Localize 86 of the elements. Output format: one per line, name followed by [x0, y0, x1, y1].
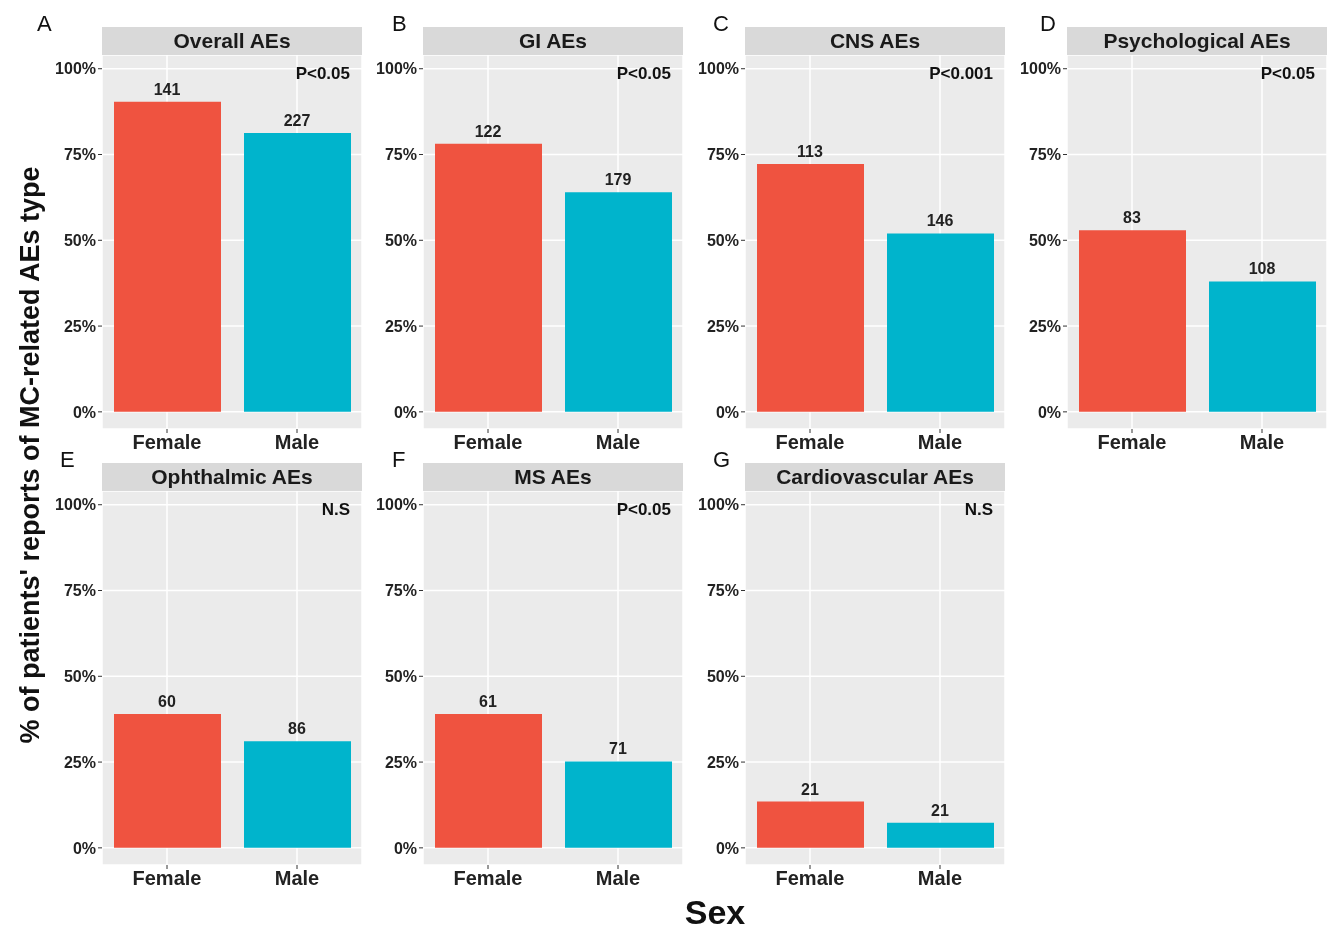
x-tick-label: Female	[775, 867, 845, 890]
y-tick-label: 75%	[63, 146, 96, 164]
annotation: 61	[479, 693, 497, 711]
y-tick-label: 0%	[715, 403, 739, 421]
text: A	[37, 11, 52, 37]
y-tick-label: 50%	[63, 667, 96, 685]
annotation: 60	[158, 693, 176, 711]
y-tick-label: 100%	[698, 496, 739, 514]
y-tick-label: 50%	[1028, 231, 1061, 249]
y-tick-label: 25%	[384, 317, 417, 335]
y-tick-label: 75%	[1028, 146, 1061, 164]
x-tick-label: Male	[1239, 431, 1285, 454]
x-tick-label: Female	[453, 867, 523, 890]
y-tick-label: 0%	[72, 403, 96, 421]
y-tick-label: 75%	[706, 582, 739, 600]
chart-title: GI AEs	[423, 27, 683, 55]
y-tick-label: 100%	[698, 60, 739, 78]
chart-title: Ophthalmic AEs	[102, 463, 362, 491]
x-tick-label: Male	[274, 431, 320, 454]
y-tick-label: 75%	[384, 582, 417, 600]
annotation: P<0.05	[1260, 64, 1315, 84]
y-tick-label: 50%	[384, 667, 417, 685]
y-tick-label: 75%	[63, 582, 96, 600]
annotation: 86	[288, 720, 306, 738]
x-tick-label: Female	[1097, 431, 1167, 454]
annotation: 113	[797, 143, 824, 161]
annotation: 21	[931, 801, 949, 819]
y-tick-label: 0%	[1037, 403, 1061, 421]
text: G	[713, 447, 731, 473]
y-tick-label: 50%	[63, 231, 96, 249]
x-tick-label: Female	[453, 431, 523, 454]
y-tick-label: 100%	[376, 60, 417, 78]
chart-title: CNS AEs	[745, 27, 1005, 55]
y-tick-label: 0%	[715, 839, 739, 857]
y-tick-label: 100%	[55, 60, 96, 78]
y-tick-label: 25%	[706, 753, 739, 771]
y-tick-label: 0%	[393, 839, 417, 857]
annotation: 71	[609, 740, 627, 758]
y-axis-title: % of patients' reports of MC-related AEs type	[14, 166, 46, 744]
x-tick-label: Male	[595, 867, 641, 890]
y-tick-label: 50%	[384, 231, 417, 249]
text: E	[60, 447, 75, 473]
annotation: 108	[1248, 260, 1276, 278]
annotation: 21	[801, 780, 819, 798]
y-tick-label: 0%	[393, 403, 417, 421]
y-tick-label: 75%	[384, 146, 417, 164]
y-tick-label: 25%	[1028, 317, 1061, 335]
y-tick-label: 75%	[706, 146, 739, 164]
y-tick-label: 100%	[1020, 60, 1061, 78]
annotation: P<0.05	[295, 64, 350, 84]
y-tick-label: 25%	[63, 317, 96, 335]
y-tick-label: 100%	[376, 496, 417, 514]
annotation: 179	[604, 171, 632, 189]
annotation: P<0.05	[616, 500, 671, 520]
y-tick-label: 0%	[72, 839, 96, 857]
x-tick-label: Male	[917, 431, 963, 454]
annotation: N.S	[321, 500, 350, 520]
annotation: P<0.001	[929, 64, 993, 84]
x-tick-label: Female	[775, 431, 845, 454]
y-tick-label: 25%	[706, 317, 739, 335]
x-tick-label: Male	[274, 867, 320, 890]
x-tick-label: Female	[132, 867, 202, 890]
annotation: P<0.05	[616, 64, 671, 84]
chart-title: Cardiovascular AEs	[745, 463, 1005, 491]
annotation: 83	[1123, 209, 1141, 227]
y-tick-label: 50%	[706, 231, 739, 249]
annotation: 227	[283, 111, 311, 129]
y-tick-label: 25%	[384, 753, 417, 771]
chart-title: Psychological AEs	[1067, 27, 1327, 55]
text: C	[713, 11, 729, 37]
annotation: N.S	[964, 500, 993, 520]
annotation: 122	[474, 122, 502, 140]
chart-title: MS AEs	[423, 463, 683, 491]
text: D	[1040, 11, 1056, 37]
y-tick-label: 50%	[706, 667, 739, 685]
y-tick-label: 25%	[63, 753, 96, 771]
annotation: 141	[153, 80, 181, 98]
x-axis-title: Sex	[684, 893, 746, 931]
x-tick-label: Male	[917, 867, 963, 890]
text: B	[392, 11, 407, 37]
x-tick-label: Male	[595, 431, 641, 454]
x-tick-label: Female	[132, 431, 202, 454]
text: F	[392, 447, 406, 473]
annotation: 146	[926, 212, 954, 230]
y-tick-label: 100%	[55, 496, 96, 514]
chart-title: Overall AEs	[102, 27, 362, 55]
